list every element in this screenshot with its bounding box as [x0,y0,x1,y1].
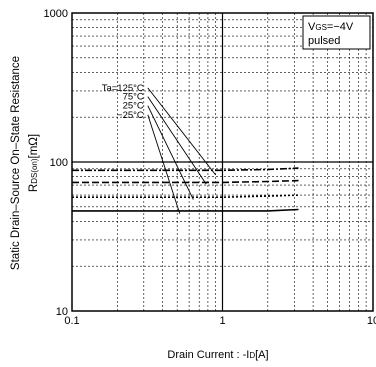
series-line-2 [72,194,299,198]
y-tick-label-1: 100 [50,157,68,169]
plot-frame [71,12,374,312]
y-axis-label-line2: RDS(on)[mΩ] [28,134,40,192]
grid-layer [72,13,373,311]
curve-leader-1 [147,96,207,185]
curve-label-layer: Ta=125°C75°C25°C−25°C [102,83,144,121]
curve-leader-2 [147,105,194,200]
curve-label-3: −25°C [117,110,144,121]
x-tick-label-1: 1 [219,315,225,327]
x-tick-label-0: 0.1 [64,315,79,327]
y-tick-label-2: 1000 [44,8,68,20]
x-axis-label: Drain Current : -ID[A] [167,349,268,361]
conditions-box: VGS=−4V pulsed [302,15,371,50]
condition-vgs: VGS=−4V [308,21,354,33]
curve-label-0: Ta=125°C [102,83,144,94]
curve-leader-3 [147,114,181,214]
tick-label-layer: 0.1 1 10 10 100 1000 [44,8,376,327]
series-layer [72,167,299,212]
curve-leader-0 [147,87,216,176]
curve-label-2: 25°C [123,101,144,112]
leader-layer [147,87,216,214]
x-tick-label-2: 10 [367,315,376,327]
y-axis-label-line1: Static Drain–Source On–State Resistance [10,56,22,270]
condition-pulsed: pulsed [308,35,340,47]
series-line-3 [72,208,299,212]
series-line-0 [72,167,299,172]
conditions-box-frame [302,15,371,50]
y-tick-label-0: 10 [56,306,68,318]
curve-label-1: 75°C [123,92,144,103]
series-line-1 [72,179,299,184]
